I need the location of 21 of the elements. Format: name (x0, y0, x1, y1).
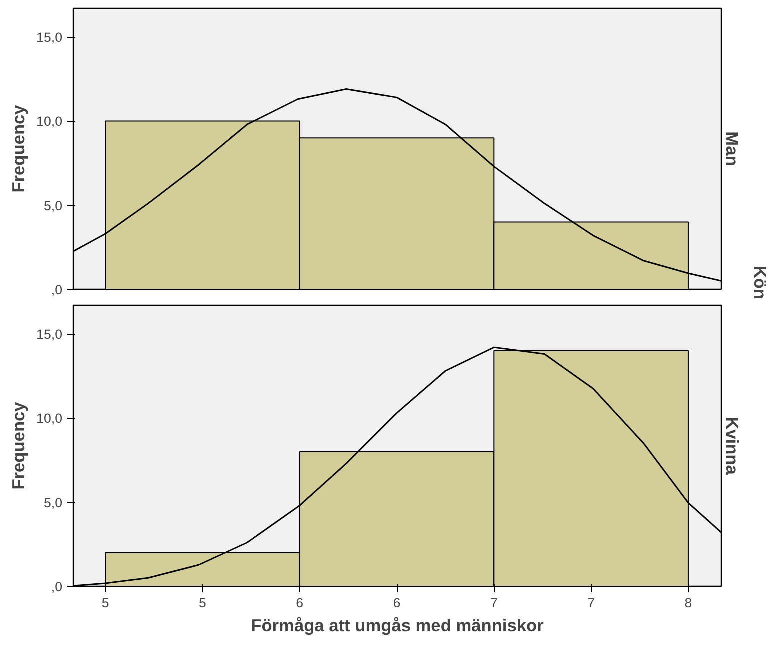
x-tick-label: 7 (490, 596, 498, 610)
y-axis-title: Frequency (8, 104, 29, 193)
y-tick-label: 5,0 (44, 198, 63, 214)
y-tick-label: 15,0 (36, 327, 63, 342)
x-tick-label: 5 (102, 596, 110, 610)
y-tick-label: 5,0 (44, 495, 63, 510)
y-tick-label: 10,0 (36, 411, 63, 426)
x-tick-label: 5 (199, 596, 206, 610)
y2-axis-title: Man (722, 132, 742, 166)
y-axis-title: Frequency (8, 402, 29, 490)
y-tick-label: ,0 (51, 282, 63, 298)
y2-axis-title: Kvinna (722, 417, 742, 476)
x-tick-label: 6 (393, 596, 401, 610)
text: Kön (750, 266, 770, 300)
x-tick-label: 8 (684, 596, 692, 610)
x-tick-label: 6 (296, 596, 304, 610)
y-tick-label: 10,0 (36, 114, 63, 130)
x-tick-label: 7 (588, 596, 596, 610)
x-axis-title: Förmåga att umgås med människor (251, 616, 544, 636)
y-tick-label: ,0 (51, 580, 63, 594)
y-tick-label: 15,0 (36, 30, 63, 46)
